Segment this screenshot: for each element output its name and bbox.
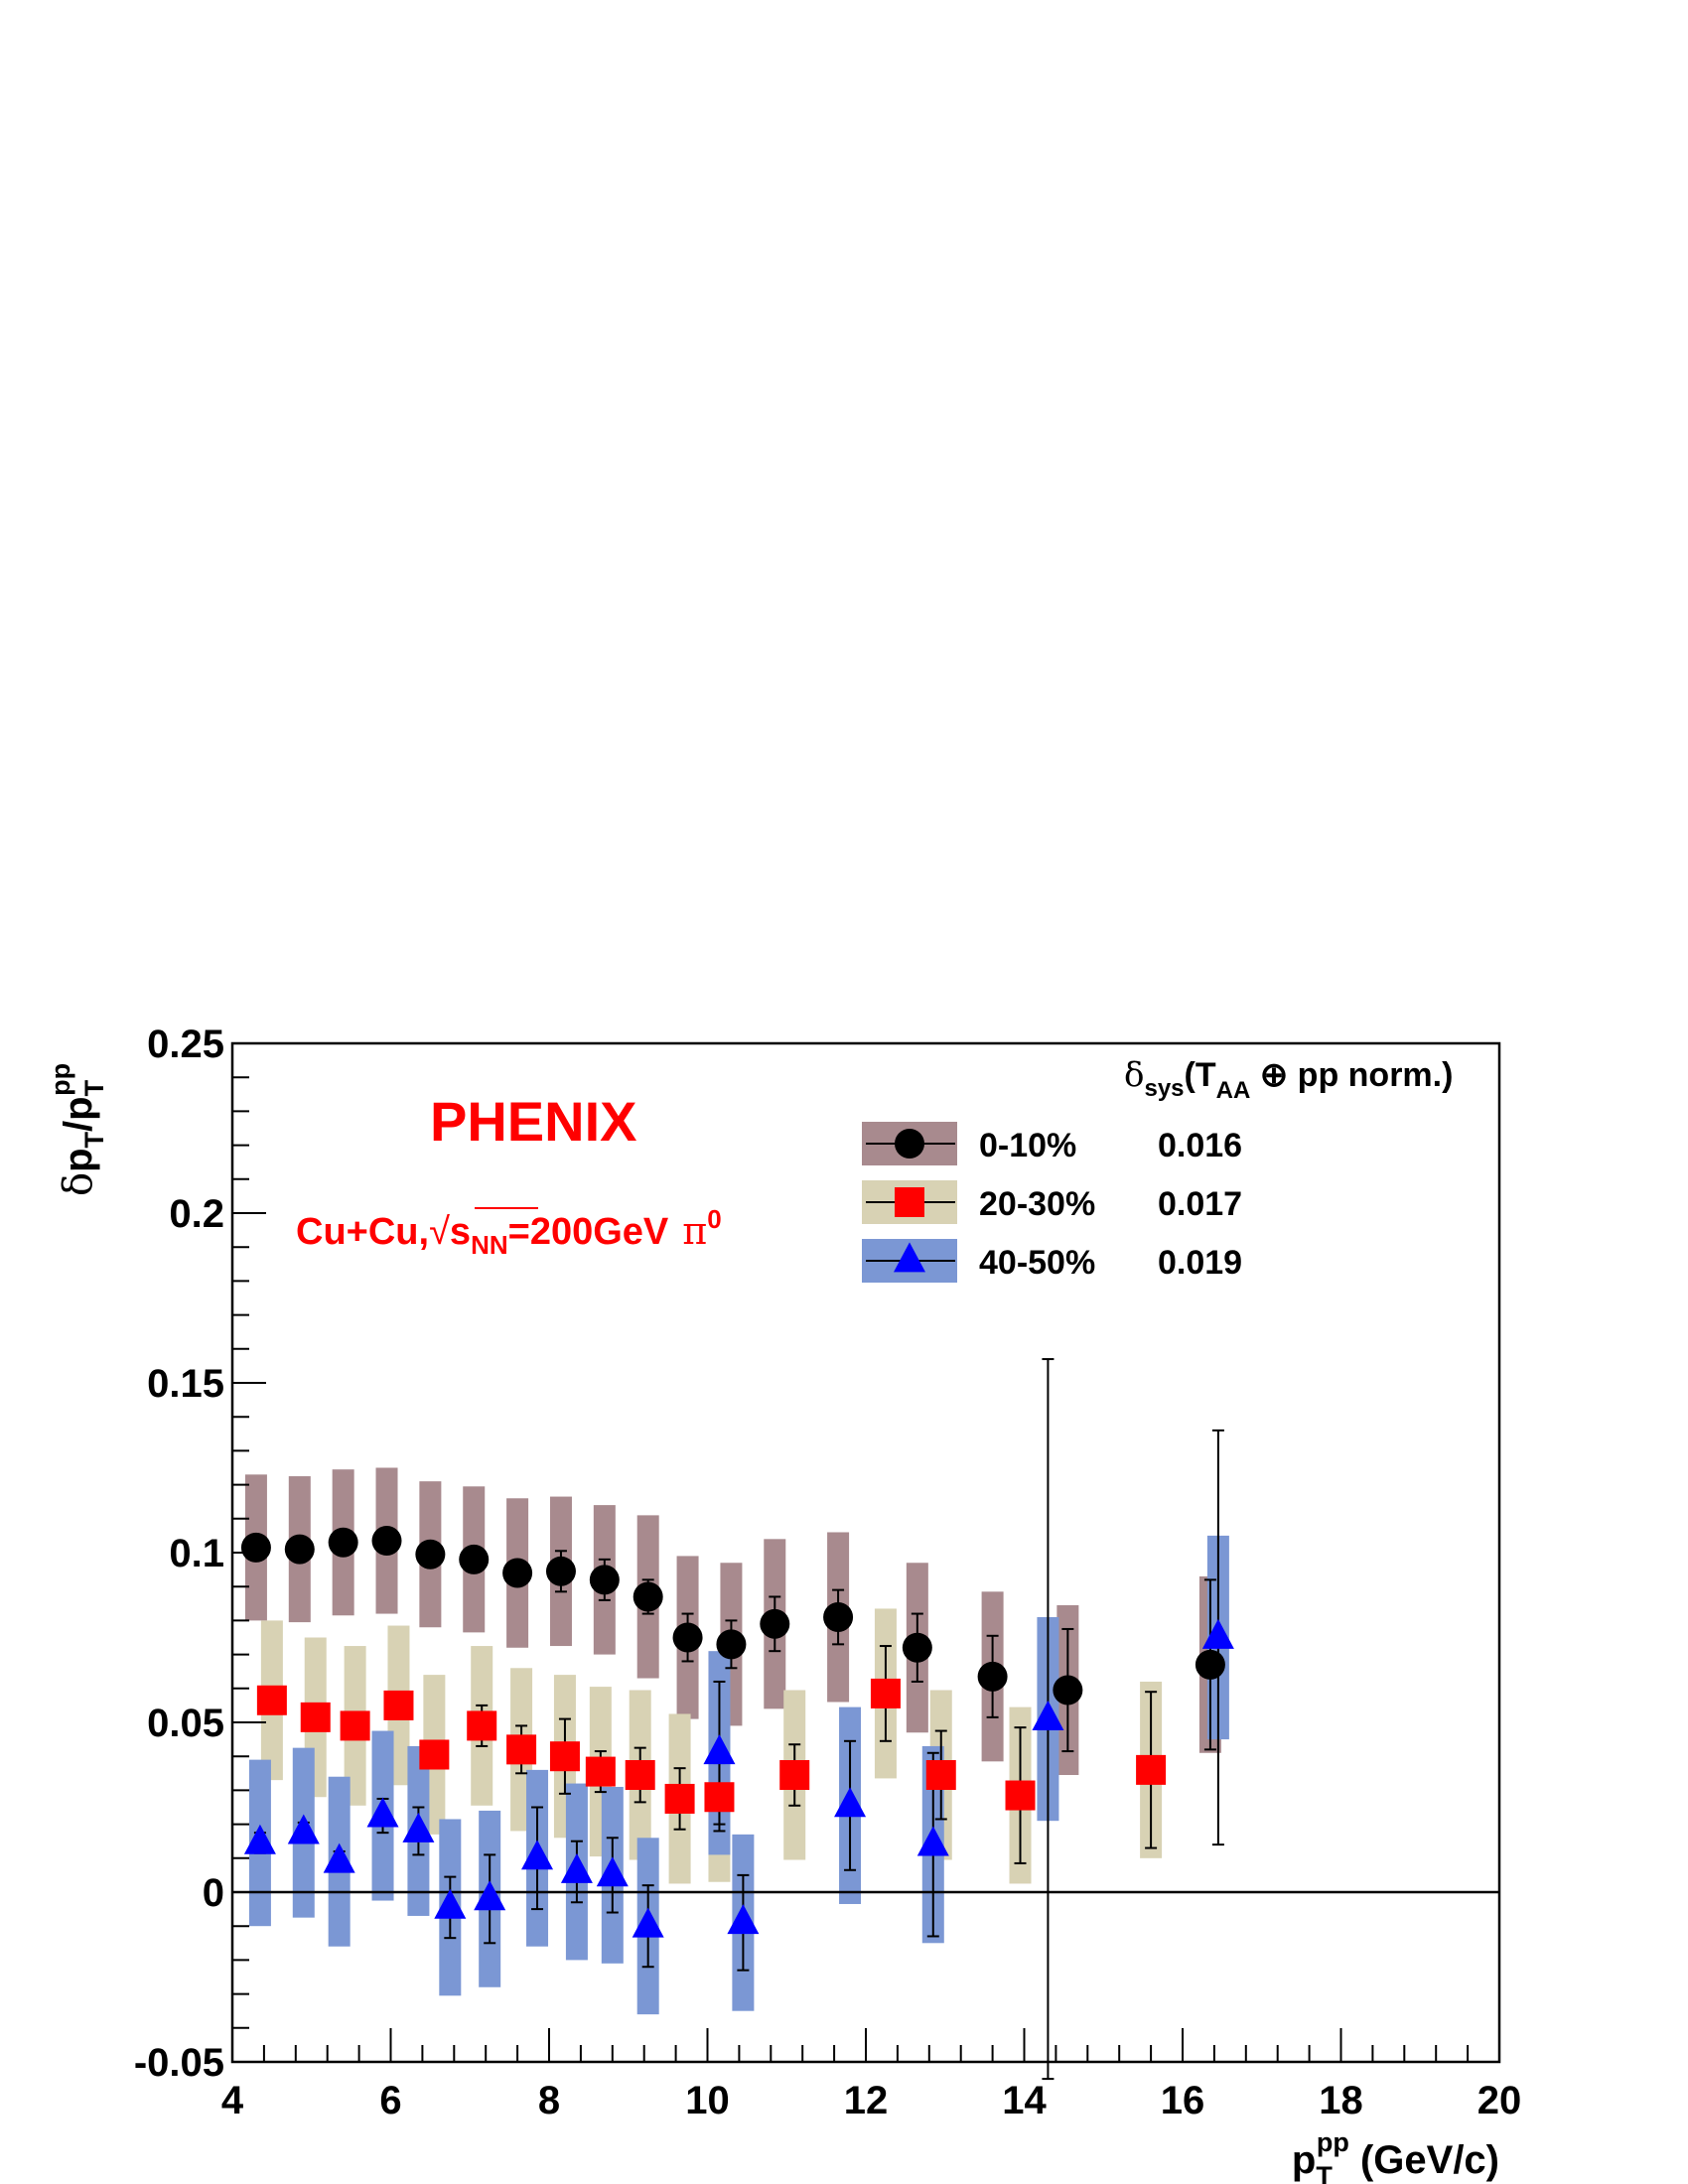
x-tick-label: 6 <box>379 2079 401 2122</box>
data-point-square <box>585 1756 616 1787</box>
data-point-square <box>340 1710 370 1741</box>
y-tick-label: 0.25 <box>147 1023 224 1066</box>
data-point-square <box>704 1782 735 1813</box>
data-point-triangle <box>243 1824 276 1854</box>
data-point-triangle <box>596 1856 629 1887</box>
data-point-square <box>256 1685 287 1715</box>
data-point-circle <box>502 1558 533 1588</box>
legend-header: δsys(TAA ⊕ pp norm.) <box>1124 1055 1453 1104</box>
data-point-triangle <box>727 1904 760 1935</box>
data-point-circle <box>328 1527 358 1558</box>
system-label: Cu+Cu,√sNN=200GeV π0 <box>296 1204 722 1260</box>
data-markers <box>240 1526 1234 1938</box>
data-point-circle <box>284 1534 315 1565</box>
x-tick-label: 12 <box>844 2079 889 2122</box>
x-tick-label: 20 <box>1477 2079 1522 2122</box>
data-point-triangle <box>916 1826 949 1856</box>
data-point-square <box>467 1710 497 1741</box>
data-point-triangle <box>1201 1618 1234 1649</box>
legend-value: 0.016 <box>1158 1127 1242 1164</box>
axis-tick-labels: 4 6 8 10 12 14 16 18 20 -0.05 0 0.05 0.1 0.15 0.2 0.25 <box>134 1023 1521 2122</box>
systematic-bands <box>244 1467 1229 2015</box>
data-point-circle <box>589 1565 620 1595</box>
data-point-square <box>506 1734 537 1765</box>
y-tick-label: 0.2 <box>169 1192 224 1236</box>
data-point-square <box>1136 1754 1167 1785</box>
legend-marker-triangle <box>894 1242 925 1273</box>
axis-ticks <box>231 1042 1500 2063</box>
x-tick-label: 16 <box>1161 2079 1205 2122</box>
legend-value: 0.017 <box>1158 1185 1242 1223</box>
data-point-triangle <box>834 1787 867 1818</box>
y-tick-label: 0.1 <box>169 1532 224 1575</box>
data-point-circle <box>371 1526 402 1557</box>
data-point-square <box>870 1678 901 1708</box>
x-axis-title: pTpp (GeV/c) <box>1292 2127 1499 2184</box>
data-point-triangle <box>323 1843 355 1873</box>
legend-marker-circle <box>895 1129 924 1159</box>
data-point-circle <box>902 1632 932 1663</box>
data-point-triangle <box>703 1734 736 1765</box>
data-point-triangle <box>560 1852 593 1883</box>
data-point-circle <box>760 1608 790 1639</box>
legend-label: 40-50% <box>979 1244 1095 1282</box>
legend-label: 20-30% <box>979 1185 1095 1223</box>
x-tick-label: 4 <box>221 2079 244 2122</box>
legend-value: 0.019 <box>1158 1244 1242 1282</box>
data-point-triangle <box>521 1840 554 1870</box>
data-point-triangle <box>366 1797 399 1828</box>
y-axis-title: δpT/pTpp <box>46 1063 109 1196</box>
data-point-circle <box>633 1581 663 1612</box>
y-tick-label: -0.05 <box>134 2041 224 2085</box>
y-tick-label: 0.15 <box>147 1362 224 1406</box>
data-point-square <box>1005 1780 1036 1811</box>
data-point-circle <box>1195 1649 1225 1680</box>
data-point-square <box>779 1760 810 1791</box>
experiment-label: PHENIX <box>430 1090 637 1153</box>
y-tick-label: 0 <box>203 1871 224 1915</box>
data-point-square <box>625 1760 655 1791</box>
data-point-circle <box>415 1539 446 1570</box>
x-tick-label: 10 <box>685 2079 730 2122</box>
legend: 0-10% 0.016 20-30% 0.017 40-50% 0.019 <box>862 1122 1242 1283</box>
x-tick-label: 8 <box>538 2079 560 2122</box>
data-point-triangle <box>434 1888 467 1919</box>
data-point-square <box>925 1760 956 1791</box>
data-point-circle <box>977 1661 1008 1692</box>
data-point-square <box>664 1783 695 1814</box>
data-point-square <box>383 1690 414 1720</box>
data-point-triangle <box>402 1812 435 1843</box>
y-tick-label: 0.05 <box>147 1702 224 1745</box>
legend-marker-square <box>895 1187 924 1217</box>
data-point-circle <box>672 1622 703 1653</box>
data-point-circle <box>545 1556 576 1586</box>
data-point-circle <box>716 1629 747 1660</box>
data-point-circle <box>459 1544 490 1574</box>
data-point-triangle <box>632 1907 664 1938</box>
data-point-triangle <box>1032 1700 1064 1730</box>
data-point-circle <box>823 1601 854 1632</box>
data-point-triangle <box>474 1880 506 1911</box>
data-point-triangle <box>287 1814 320 1844</box>
data-point-circle <box>240 1532 271 1563</box>
legend-label: 0-10% <box>979 1127 1076 1164</box>
x-tick-label: 14 <box>1002 2079 1047 2122</box>
data-point-square <box>549 1741 580 1772</box>
data-point-circle <box>1053 1675 1083 1706</box>
data-point-square <box>300 1702 331 1732</box>
data-point-square <box>419 1739 450 1770</box>
x-tick-label: 18 <box>1319 2079 1363 2122</box>
